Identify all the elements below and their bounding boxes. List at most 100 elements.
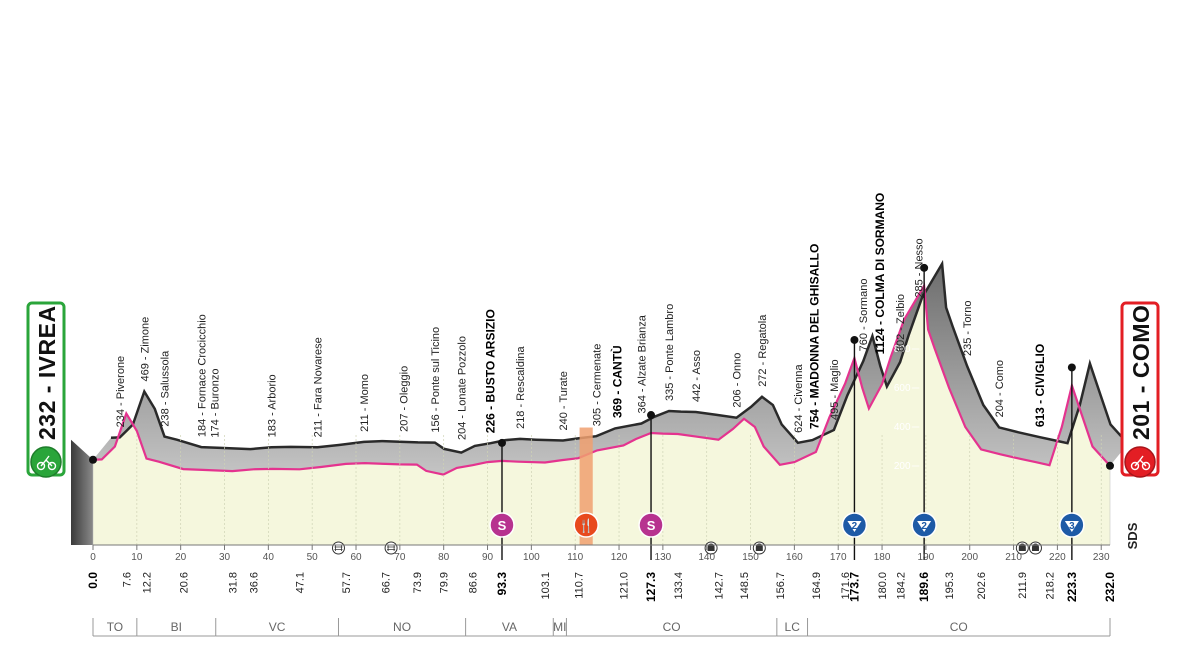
waypoint-labels: 234 - Piverone 469 - Zimone 238 - Salussol… (115, 193, 1047, 440)
km-tick-label: 110 (567, 552, 583, 563)
km-tick-label: 190 (918, 552, 935, 563)
km-tick-label: 30 (219, 552, 231, 563)
km-tick-label: 40 (263, 552, 275, 563)
km-tick-label: 160 (786, 552, 803, 563)
km-mark: 133.4 (673, 572, 685, 600)
km-mark: 20.6 (178, 572, 190, 593)
km-mark: 86.6 (468, 572, 480, 593)
km-mark: 31.8 (227, 572, 239, 593)
km-mark: 36.6 (248, 572, 260, 593)
km-tick-label: 50 (307, 552, 319, 563)
km-tick-label: 100 (523, 552, 540, 563)
elevation-tick-label: 400 (894, 422, 911, 433)
km-tick-label: 20 (175, 552, 187, 563)
waypoint-label: 305 - Cermenate (591, 344, 603, 427)
start-town-box: 232 - IVREA (26, 301, 66, 478)
km-tick-label: 70 (394, 552, 406, 563)
waypoint-label: 760 - Sormano (858, 279, 870, 352)
waypoint-label: 240 - Turate (558, 371, 570, 430)
start-point (89, 455, 97, 464)
waypoint-label: 364 - Alzate Brianza (636, 314, 648, 413)
km-tick-label: 90 (482, 552, 494, 563)
waypoint-label: 335 - Ponte Lambro (664, 304, 676, 401)
waypoint-label: 207 - Oleggio (398, 366, 410, 432)
waypoint-label: 469 - Zimone (139, 317, 151, 382)
km-mark: 180.0 (877, 572, 889, 600)
elevation-tick-label: 800 (894, 344, 911, 355)
climb-category-number: 2 (852, 521, 858, 532)
km-mark: 184.2 (895, 572, 907, 600)
waypoint-label: 211 - Momo (359, 374, 371, 432)
waypoint-label: 442 - Asso (691, 350, 703, 402)
waypoint-label: 204 - Como (994, 360, 1006, 417)
km-mark: 47.1 (294, 572, 306, 593)
finish-bike-icon (1124, 446, 1156, 478)
region-label: TO (107, 620, 123, 634)
km-tick-label: 130 (655, 552, 672, 563)
level-crossing-glyph (334, 545, 343, 551)
km-tick-label: 150 (742, 552, 759, 563)
feed-zone-icon (573, 512, 599, 538)
km-tick-label: 180 (874, 552, 891, 563)
profile-slab-left (71, 439, 93, 545)
region-label: CO (663, 620, 681, 634)
km-mark: 142.7 (714, 572, 726, 600)
km-mark: 148.5 (739, 572, 751, 600)
profile-top-line (110, 259, 1129, 454)
km-mark: 127.3 (644, 572, 658, 602)
profile-elevation-line (92, 282, 1111, 476)
sprint-symbol: S (498, 518, 507, 533)
km-mark: 0.0 (86, 572, 100, 589)
km-tick-label: 220 (1049, 552, 1066, 563)
km-marks: 0.0 7.6 12.2 20.6 31.8 36.6 47.1 57.7 66.7 73.9 79… (86, 572, 1117, 602)
region-label: MI (553, 620, 566, 634)
waypoint-label: 754 - MADONNA DEL GHISALLO (808, 244, 822, 429)
sprint-point (497, 438, 506, 447)
level-crossing-icon (331, 541, 345, 555)
climb-category-number: 2 (921, 521, 927, 532)
km-mark: 171.6 (840, 572, 852, 600)
km-tick-label: 120 (611, 552, 628, 563)
waypoint-label: 174 - Buronzo (209, 369, 221, 438)
climb-triangle-icon (1064, 521, 1079, 532)
region-label: NO (393, 620, 411, 634)
waypoint-label: 218 - Rescaldina (515, 345, 527, 428)
region-label: VA (502, 620, 517, 634)
waypoint-label: 226 - BUSTO ARSIZIO (484, 309, 498, 433)
sprint-icon (489, 512, 515, 538)
waypoint-label: 184 - Fornace Crocicchio (196, 314, 208, 437)
climb-category-number: 3 (1069, 521, 1075, 532)
km-mark: 73.9 (412, 572, 424, 593)
waypoint-label: 495 - Maglio (829, 359, 841, 420)
climb-summit-point (850, 335, 859, 344)
km-mark: 164.9 (811, 572, 823, 600)
region-label: VC (269, 620, 286, 634)
km-mark: 173.7 (847, 572, 861, 602)
climb-triangle-icon (917, 521, 932, 532)
km-mark: 195.3 (944, 572, 956, 600)
waypoint-label: 624 - Civenna (793, 363, 805, 432)
waypoint-label: 206 - Onno (732, 353, 744, 408)
waypoint-label: 238 - Salussola (159, 350, 171, 427)
region-label: LC (785, 620, 801, 634)
km-mark: 232.0 (1103, 572, 1117, 602)
waypoint-label: 613 - CIVIGLIO (1033, 344, 1047, 427)
km-tick-label: 210 (1005, 552, 1022, 563)
waypoint-label: 211 - Fara Novarese (312, 337, 324, 437)
climb-summit-point (1067, 363, 1076, 372)
km-mark: 223.3 (1065, 572, 1079, 602)
feed-zone-symbol: 🍴 (578, 518, 594, 534)
km-tick-label: 140 (698, 552, 715, 563)
finish-town-label: 201 - COMO (1128, 305, 1154, 440)
level-crossing-glyph (387, 545, 396, 551)
waypoint-label: 1124 - COLMA DI SORMANO (873, 193, 887, 355)
profile-ridge-band (93, 263, 1128, 475)
km-mark: 7.6 (121, 572, 133, 587)
elevation-ticks: 200 400 600 800 (894, 344, 920, 472)
sprint-point (647, 411, 656, 420)
feed-zone: 🍴 (573, 427, 599, 545)
start-bike-icon (30, 446, 62, 478)
km-tick-label: 200 (961, 552, 978, 563)
